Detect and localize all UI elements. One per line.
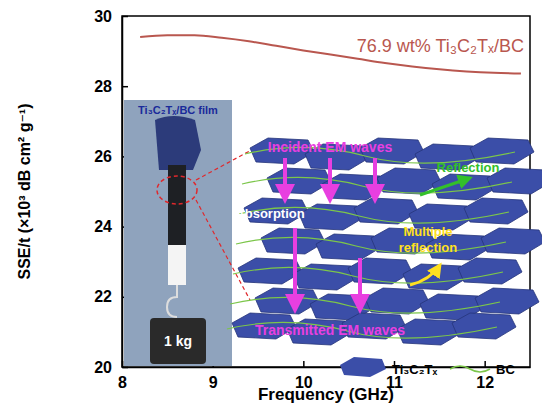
flake	[316, 234, 380, 260]
photo-tape	[168, 245, 186, 285]
wave-arrow	[373, 158, 377, 200]
legend-flake	[340, 357, 386, 377]
y-tick-mark	[122, 367, 128, 369]
flake	[354, 198, 418, 224]
photo-inset: Ti₃C₂Tₓ/BC film 1 kg	[124, 100, 232, 366]
photo-glove	[155, 116, 201, 170]
y-tick-label: 20	[94, 359, 112, 376]
wave-arrow	[283, 158, 287, 200]
annotation: Multiplereflection	[399, 224, 458, 255]
multiple-reflection-arrow	[410, 265, 440, 285]
y-tick-label: 26	[94, 148, 112, 165]
y-tick: 20	[94, 359, 128, 376]
x-tick-label: 12	[476, 374, 494, 391]
x-tick: 12	[476, 361, 494, 391]
legend-label: BC	[496, 362, 515, 377]
fiber	[230, 297, 500, 313]
reflection-arrow	[420, 178, 470, 195]
x-tick-label: 8	[118, 374, 127, 391]
y-tick: 22	[94, 288, 128, 305]
y-tick-mark	[122, 86, 128, 88]
wave-arrow	[293, 228, 297, 310]
y-tick-label: 30	[94, 8, 112, 25]
schematic	[227, 138, 542, 377]
y-tick-label: 28	[94, 78, 112, 95]
series-label: 76.9 wt% Ti₃C₂Tₓ/BC	[357, 36, 524, 56]
photo-hook	[167, 285, 177, 317]
flake	[267, 168, 331, 194]
y-tick-label: 22	[94, 288, 112, 305]
photo-label: Ti₃C₂Tₓ/BC film	[138, 104, 218, 116]
y-axis-title: SSE/t (×10³ dB cm² g⁻¹)	[16, 103, 33, 279]
flake	[403, 264, 467, 290]
plot-frame	[122, 16, 530, 367]
x-axis-title: Frequency (GHz)	[258, 385, 394, 404]
legend-fiber	[450, 366, 490, 372]
photo-weight	[150, 318, 206, 364]
wave-arrow	[358, 258, 362, 310]
y-axis: 20 22 24 26 28 30	[94, 8, 128, 376]
flake	[452, 313, 516, 339]
fiber	[236, 237, 506, 253]
photo-background	[124, 100, 232, 366]
flake	[348, 258, 412, 284]
flake	[464, 198, 528, 224]
chart: 89101112202224262830Frequency (GHz)SSE/t…	[0, 0, 542, 404]
annotation: Transmitted EM waves	[255, 322, 405, 338]
y-tick-label: 24	[94, 218, 112, 235]
annotation: Absorption	[235, 206, 304, 221]
annotation: Reflection	[437, 160, 500, 175]
flake	[365, 288, 429, 314]
fiber	[227, 322, 497, 338]
x-tick-mark	[303, 361, 305, 367]
wave-arrow	[328, 158, 332, 200]
y-tick: 30	[94, 8, 128, 25]
legend-label: Ti₃C₂Tₓ	[392, 362, 437, 377]
x-tick-label: 9	[209, 374, 218, 391]
flake	[475, 288, 539, 314]
flake	[255, 288, 319, 314]
weight-label: 1 kg	[164, 333, 192, 349]
flake	[481, 228, 542, 254]
annotation: Incident EM waves	[268, 139, 393, 155]
x-tick-mark	[484, 361, 486, 367]
fiber	[233, 267, 503, 283]
flake	[397, 319, 461, 345]
highlight-ellipse	[157, 176, 197, 204]
y-axis-line	[122, 17, 124, 368]
y-tick: 28	[94, 78, 128, 95]
flake	[458, 258, 522, 284]
y-tick: 26	[94, 148, 128, 165]
y-tick: 24	[94, 218, 128, 235]
y-tick-mark	[122, 16, 128, 18]
